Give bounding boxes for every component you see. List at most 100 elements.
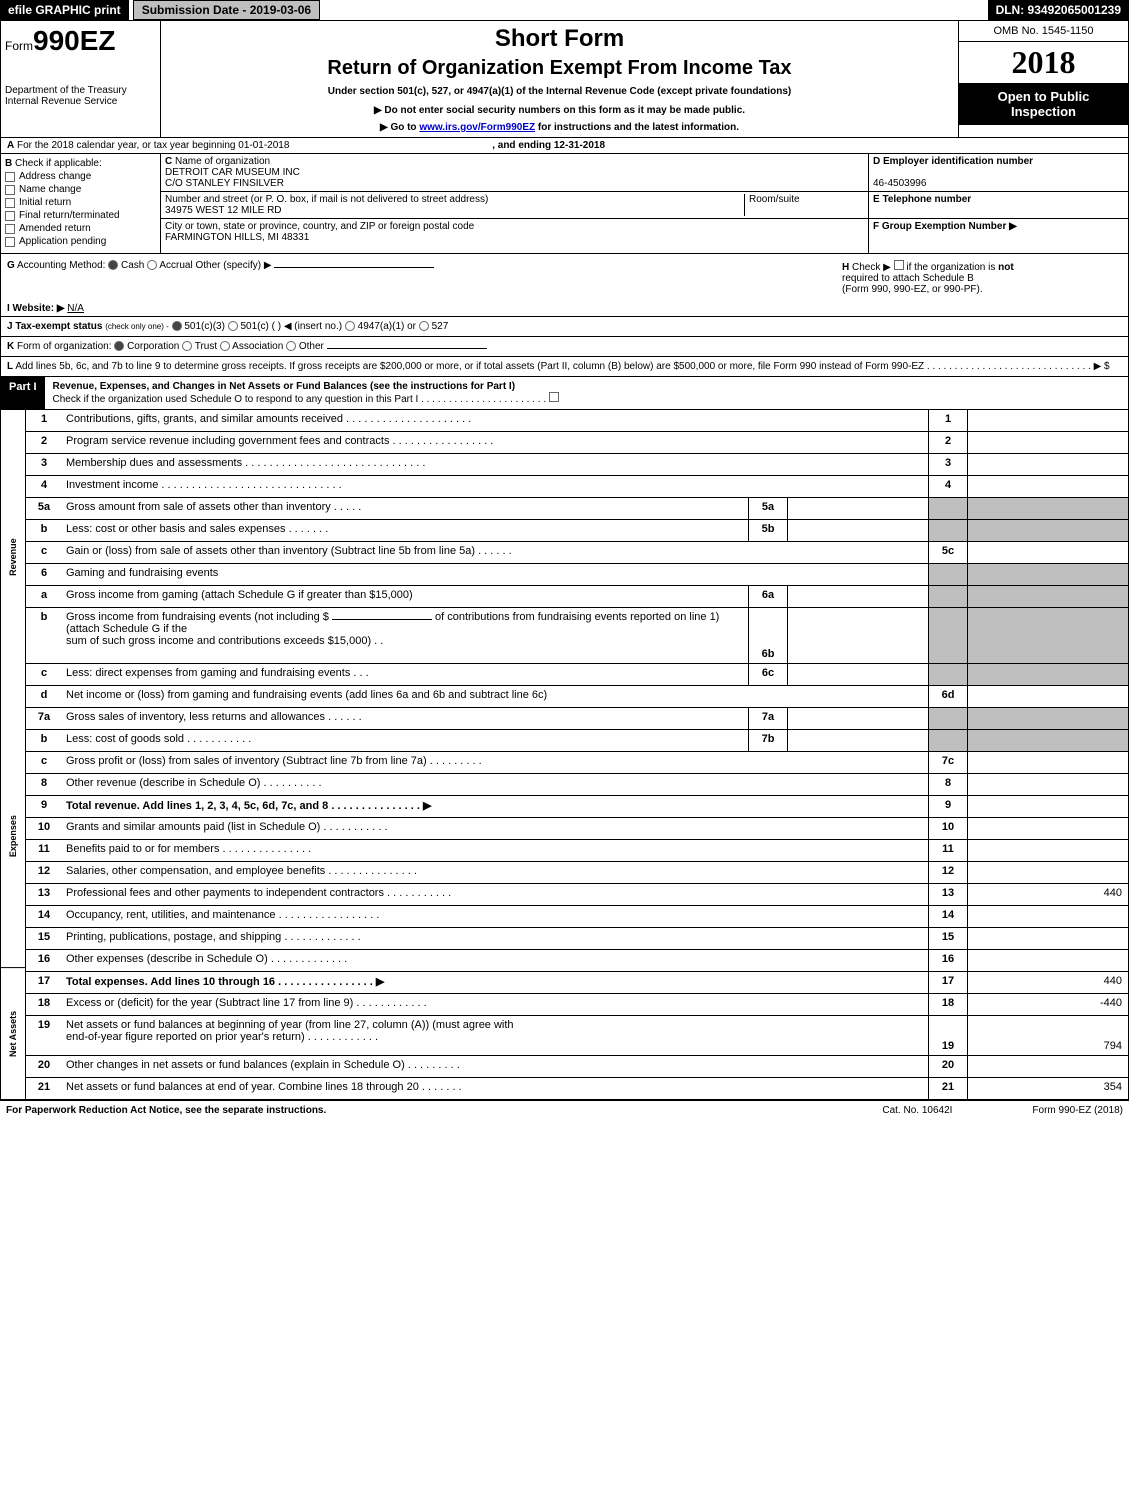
street-label: Number and street (or P. O. box, if mail… xyxy=(165,194,488,205)
city-val: FARMINGTON HILLS, MI 48331 xyxy=(165,232,309,243)
line-13: 13Professional fees and other payments t… xyxy=(26,884,1128,906)
line-18: 18Excess or (deficit) for the year (Subt… xyxy=(26,994,1128,1016)
desc-6d: Net income or (loss) from gaming and fun… xyxy=(62,686,928,707)
line-19: 19Net assets or fund balances at beginni… xyxy=(26,1016,1128,1056)
desc-15: Printing, publications, postage, and shi… xyxy=(62,928,928,949)
form-prefix: Form xyxy=(5,39,33,53)
chk-amended-return[interactable]: Amended return xyxy=(5,223,156,234)
cash-label: Cash xyxy=(121,260,144,271)
val-4 xyxy=(968,476,1128,497)
line-5a: 5aGross amount from sale of assets other… xyxy=(26,498,1128,520)
val-20 xyxy=(968,1056,1128,1077)
city-label: City or town, state or province, country… xyxy=(165,221,474,232)
c-street-row: Number and street (or P. O. box, if mail… xyxy=(161,192,868,219)
accounting-method: Accounting Method: xyxy=(17,260,105,271)
form-header: Form990EZ Department of the Treasury Int… xyxy=(0,20,1129,138)
part1-grid: Revenue Expenses Net Assets 1Contributio… xyxy=(0,410,1129,1100)
chk-address-change[interactable]: Address change xyxy=(5,171,156,182)
check-if-applicable: Check if applicable: xyxy=(15,158,102,169)
row-i: I Website: ▶ N/A xyxy=(0,301,1129,317)
dln-label: DLN: 93492065001239 xyxy=(988,0,1129,20)
f-row: F Group Exemption Number ▶ xyxy=(869,219,1128,234)
chk-label: Initial return xyxy=(19,197,71,208)
header-mid: Short Form Return of Organization Exempt… xyxy=(161,21,958,137)
checkbox-h[interactable] xyxy=(894,260,904,270)
line-20: 20Other changes in net assets or fund ba… xyxy=(26,1056,1128,1078)
label-h: H xyxy=(842,262,849,273)
radio-501c3[interactable] xyxy=(172,321,182,331)
chk-application-pending[interactable]: Application pending xyxy=(5,236,156,247)
val-5c xyxy=(968,542,1128,563)
accrual-label: Accrual xyxy=(159,260,192,271)
desc-5b: Less: cost or other basis and sales expe… xyxy=(62,520,748,541)
val-6a-mini xyxy=(788,586,928,607)
line-9: 9Total revenue. Add lines 1, 2, 3, 4, 5c… xyxy=(26,796,1128,818)
part1-checkbox[interactable] xyxy=(549,392,559,402)
j-opt1: 501(c)(3) xyxy=(184,321,225,332)
radio-corporation[interactable] xyxy=(114,341,124,351)
other-label: Other (specify) ▶ xyxy=(195,260,271,271)
line-4: 4Investment income . . . . . . . . . . .… xyxy=(26,476,1128,498)
k-other-input[interactable] xyxy=(327,348,487,349)
other-specify-input[interactable] xyxy=(274,267,434,268)
j-opt2: 501(c) ( ) ◀ (insert no.) xyxy=(240,321,342,332)
radio-trust[interactable] xyxy=(182,341,192,351)
row-a-text2: , and ending 12-31-2018 xyxy=(492,140,605,151)
radio-association[interactable] xyxy=(220,341,230,351)
val-2 xyxy=(968,432,1128,453)
e-label: E Telephone number xyxy=(873,194,971,205)
line-1: 1Contributions, gifts, grants, and simil… xyxy=(26,410,1128,432)
checkbox-icon xyxy=(5,172,15,182)
line-8: 8Other revenue (describe in Schedule O) … xyxy=(26,774,1128,796)
section-bcd: B Check if applicable: Address change Na… xyxy=(0,154,1129,254)
val-18: -440 xyxy=(968,994,1128,1015)
footer-catno: Cat. No. 10642I xyxy=(882,1105,952,1116)
desc-14: Occupancy, rent, utilities, and maintena… xyxy=(62,906,928,927)
radio-501c[interactable] xyxy=(228,321,238,331)
d-row: D Employer identification number 46-4503… xyxy=(869,154,1128,192)
desc-9: Total revenue. Add lines 1, 2, 3, 4, 5c,… xyxy=(62,796,928,817)
val-21: 354 xyxy=(968,1078,1128,1099)
chk-name-change[interactable]: Name change xyxy=(5,184,156,195)
checkbox-icon xyxy=(5,211,15,221)
submission-date-button[interactable]: Submission Date - 2019-03-06 xyxy=(133,0,320,20)
desc-7c: Gross profit or (loss) from sales of inv… xyxy=(62,752,928,773)
radio-cash[interactable] xyxy=(108,260,118,270)
desc-21: Net assets or fund balances at end of ye… xyxy=(62,1078,928,1099)
row-a: A For the 2018 calendar year, or tax yea… xyxy=(0,138,1129,154)
chk-label: Address change xyxy=(19,171,91,182)
radio-527[interactable] xyxy=(419,321,429,331)
j-label: J Tax-exempt status xyxy=(7,321,102,332)
h-not: not xyxy=(998,262,1014,273)
efile-print-button[interactable]: efile GRAPHIC print xyxy=(0,0,129,20)
desc-4: Investment income . . . . . . . . . . . … xyxy=(62,476,928,497)
fundraising-amount-input[interactable] xyxy=(332,619,432,620)
radio-accrual[interactable] xyxy=(147,260,157,270)
line-6d: dNet income or (loss) from gaming and fu… xyxy=(26,686,1128,708)
radio-4947[interactable] xyxy=(345,321,355,331)
h-text3: required to attach Schedule B xyxy=(842,273,974,284)
goto-link[interactable]: www.irs.gov/Form990EZ xyxy=(419,122,535,133)
desc-11: Benefits paid to or for members . . . . … xyxy=(62,840,928,861)
checkbox-icon xyxy=(5,237,15,247)
chk-initial-return[interactable]: Initial return xyxy=(5,197,156,208)
side-expenses: Expenses xyxy=(1,705,25,968)
line-16: 16Other expenses (describe in Schedule O… xyxy=(26,950,1128,972)
val-16 xyxy=(968,950,1128,971)
return-title: Return of Organization Exempt From Incom… xyxy=(165,57,954,80)
desc-6a: Gross income from gaming (attach Schedul… xyxy=(62,586,748,607)
line-14: 14Occupancy, rent, utilities, and mainte… xyxy=(26,906,1128,928)
line-15: 15Printing, publications, postage, and s… xyxy=(26,928,1128,950)
radio-other[interactable] xyxy=(286,341,296,351)
part1-label: Part I xyxy=(1,377,45,409)
col-c: C Name of organization DETROIT CAR MUSEU… xyxy=(161,154,868,253)
desc-5c: Gain or (loss) from sale of assets other… xyxy=(62,542,928,563)
h-text2: if the organization is xyxy=(906,262,998,273)
val-6d xyxy=(968,686,1128,707)
k-label: K xyxy=(7,341,14,352)
goto-line: ▶ Go to www.irs.gov/Form990EZ for instru… xyxy=(165,122,954,133)
val-7c xyxy=(968,752,1128,773)
grid-rows: 1Contributions, gifts, grants, and simil… xyxy=(26,410,1128,1100)
chk-final-return[interactable]: Final return/terminated xyxy=(5,210,156,221)
open-line1: Open to Public xyxy=(961,89,1126,104)
